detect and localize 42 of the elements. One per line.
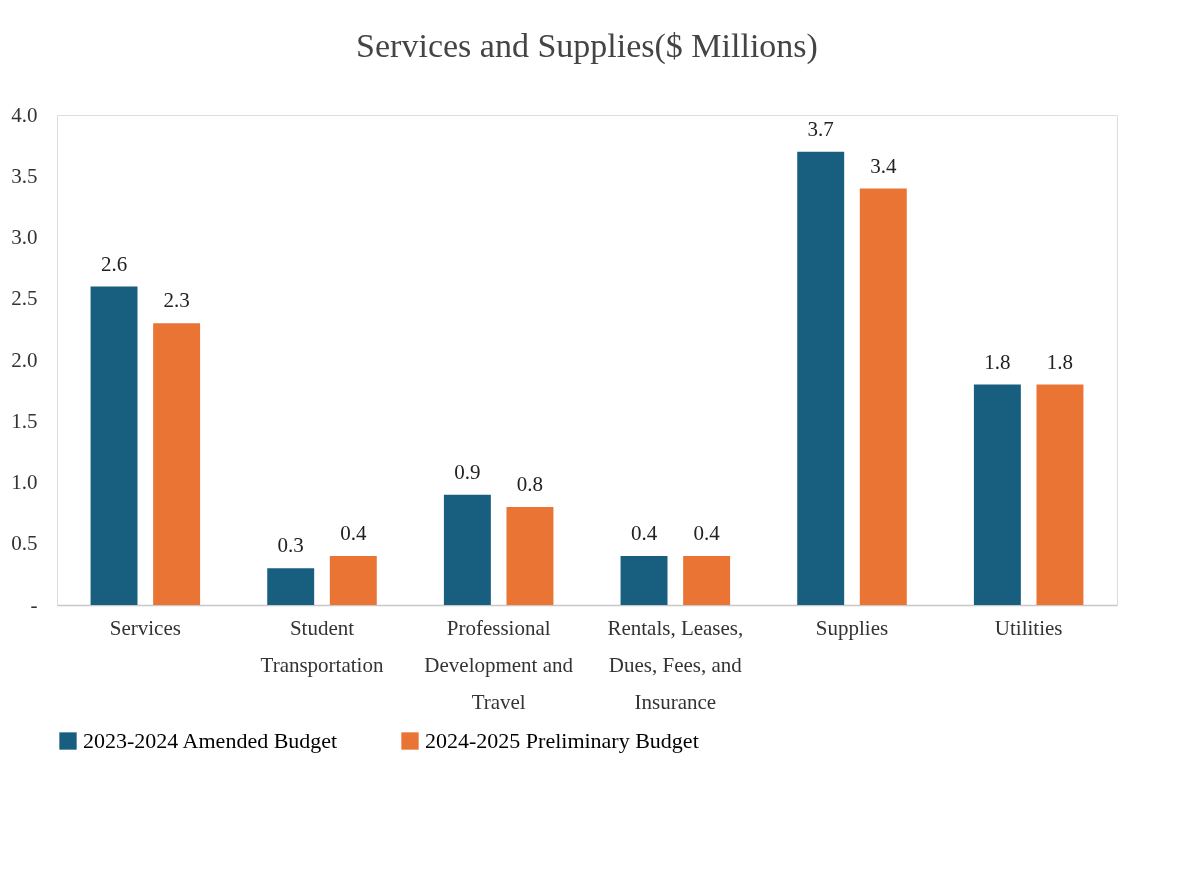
y-tick-label: 1.5 xyxy=(11,408,38,433)
y-tick-label: 2.0 xyxy=(11,347,38,372)
data-label: 0.9 xyxy=(454,459,481,484)
bar xyxy=(683,556,731,605)
x-tick-label: Services xyxy=(109,615,181,640)
data-label: 1.8 xyxy=(1046,349,1074,374)
bar xyxy=(973,384,1021,605)
bar xyxy=(443,494,491,605)
data-label: 0.4 xyxy=(693,521,721,545)
x-tick-label: Professional Development and Travel xyxy=(424,615,574,714)
x-tick-label: Supplies xyxy=(815,615,889,640)
x-tick-label: Rentals, Leases, Dues, Fees, and Insurance xyxy=(607,615,744,714)
data-label: 2.6 xyxy=(100,251,128,276)
y-tick-label: 3.5 xyxy=(11,163,38,188)
legend-label: 2024-2025 Preliminary Budget xyxy=(425,728,699,753)
bar xyxy=(859,188,907,605)
bar xyxy=(90,286,138,605)
data-label: 3.4 xyxy=(870,153,897,178)
y-tick-label: 1.0 xyxy=(11,470,38,494)
data-label: 0.8 xyxy=(516,472,544,496)
y-tick-label: - xyxy=(30,592,38,617)
y-tick-label: 4.0 xyxy=(11,102,38,127)
y-tick-label: 0.5 xyxy=(11,531,38,556)
bar xyxy=(153,323,201,605)
bar xyxy=(1036,384,1084,605)
bar xyxy=(329,556,377,605)
chart-title: Services and Supplies($ Millions) xyxy=(356,27,818,65)
x-tick-label: Utilities xyxy=(994,615,1063,640)
data-label: 1.8 xyxy=(984,349,1011,374)
data-label: 2.3 xyxy=(163,288,190,313)
y-tick-label: 3.0 xyxy=(11,225,38,249)
bar xyxy=(506,507,554,605)
data-label: 0.3 xyxy=(277,533,304,558)
y-tick-label: 2.5 xyxy=(11,286,38,311)
x-tick-label: Student Transportation xyxy=(260,615,384,677)
data-label: 0.4 xyxy=(340,521,367,545)
bar xyxy=(797,151,845,605)
bar xyxy=(620,556,668,605)
data-label: 3.7 xyxy=(807,116,834,141)
legend-label: 2023-2024 Amended Budget xyxy=(83,728,338,753)
bar xyxy=(267,568,315,605)
data-label: 0.4 xyxy=(630,521,658,545)
